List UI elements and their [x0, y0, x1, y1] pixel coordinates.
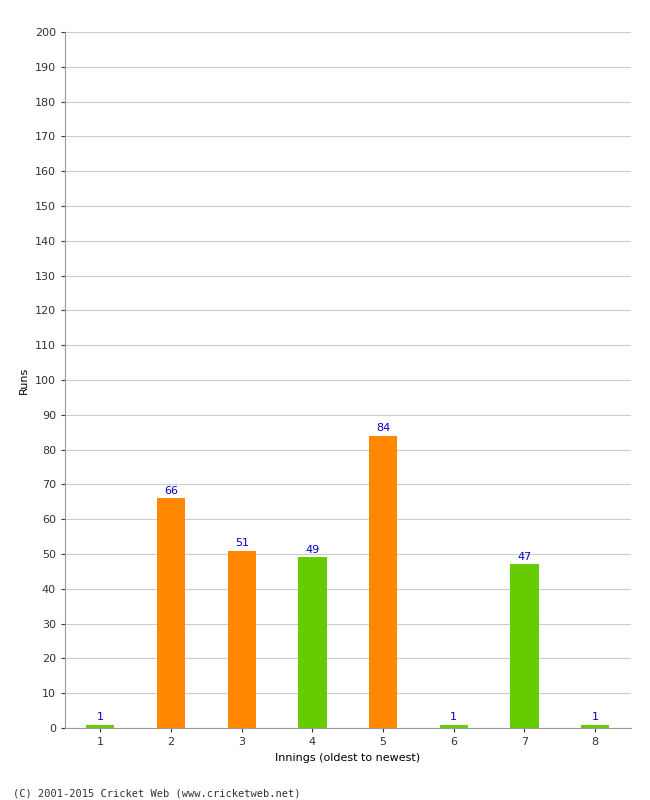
Bar — [157, 498, 185, 728]
Bar — [581, 725, 609, 728]
Text: 49: 49 — [306, 545, 320, 554]
Bar — [439, 725, 468, 728]
Text: 1: 1 — [97, 712, 104, 722]
Text: 1: 1 — [592, 712, 599, 722]
Bar — [369, 436, 397, 728]
Text: 1: 1 — [450, 712, 458, 722]
Text: (C) 2001-2015 Cricket Web (www.cricketweb.net): (C) 2001-2015 Cricket Web (www.cricketwe… — [13, 788, 300, 798]
Bar — [227, 550, 256, 728]
Text: 51: 51 — [235, 538, 249, 548]
X-axis label: Innings (oldest to newest): Innings (oldest to newest) — [275, 753, 421, 762]
Text: 47: 47 — [517, 552, 532, 562]
Bar — [86, 725, 114, 728]
Y-axis label: Runs: Runs — [20, 366, 29, 394]
Text: 66: 66 — [164, 486, 178, 495]
Text: 84: 84 — [376, 423, 390, 433]
Bar — [510, 565, 539, 728]
Bar — [298, 558, 326, 728]
